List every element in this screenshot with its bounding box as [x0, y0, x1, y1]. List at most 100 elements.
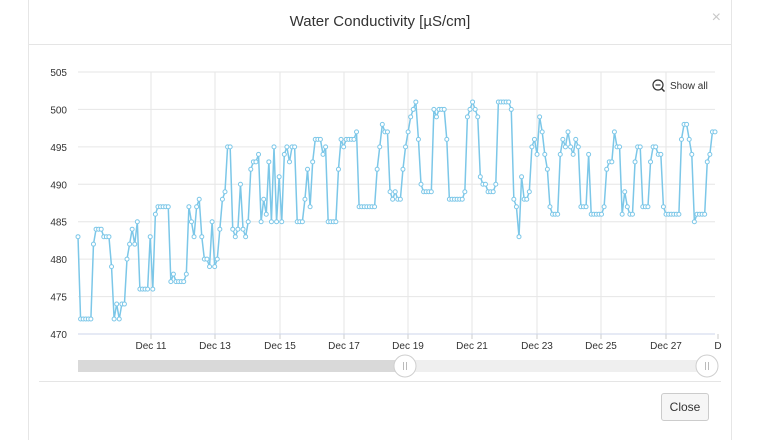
handle-knob: [695, 354, 719, 378]
data-point: [516, 234, 522, 240]
data-point: [207, 264, 213, 270]
data-point: [75, 234, 81, 240]
data-point: [562, 144, 568, 150]
data-point: [586, 151, 592, 157]
data-point: [433, 114, 439, 120]
data-point: [338, 136, 344, 142]
data-point: [284, 144, 290, 150]
data-point: [109, 264, 115, 270]
data-point: [258, 219, 264, 225]
data-point: [186, 204, 192, 210]
data-point: [310, 159, 316, 165]
data-point: [568, 144, 574, 150]
data-point: [470, 99, 476, 105]
data-point: [106, 234, 112, 240]
data-point: [268, 219, 274, 225]
data-point: [237, 181, 243, 187]
data-point: [624, 204, 630, 210]
x-tick-label: Dec 17: [328, 341, 360, 352]
data-point: [240, 226, 246, 232]
data-point: [660, 204, 666, 210]
data-point: [431, 106, 437, 112]
data-point: [183, 271, 189, 277]
show-all-button[interactable]: Show all: [652, 79, 708, 92]
data-point: [392, 189, 398, 195]
data-point: [611, 129, 617, 135]
close-button[interactable]: Close: [661, 393, 709, 421]
data-point: [493, 181, 499, 187]
data-point: [537, 114, 543, 120]
data-point: [212, 264, 218, 270]
handle-knob: [393, 354, 417, 378]
data-point: [544, 166, 550, 172]
data-point: [464, 114, 470, 120]
data-point: [575, 144, 581, 150]
data-point: [583, 204, 589, 210]
data-point: [199, 234, 205, 240]
x-tick-label: Dec 19: [392, 341, 424, 352]
y-tick-label: 470: [50, 330, 67, 341]
data-point: [405, 129, 411, 135]
data-point: [384, 129, 390, 135]
data-point: [408, 114, 414, 120]
data-point: [354, 129, 360, 135]
y-tick-label: 475: [50, 293, 67, 304]
data-point: [555, 211, 561, 217]
navigator-unselected-range: [78, 360, 405, 372]
data-point: [482, 181, 488, 187]
data-point: [684, 121, 690, 127]
data-point: [570, 151, 576, 157]
data-point: [691, 219, 697, 225]
data-point: [222, 189, 228, 195]
data-point: [397, 196, 403, 202]
data-point: [462, 189, 468, 195]
data-point: [565, 129, 571, 135]
data-point: [145, 286, 151, 292]
data-point: [168, 279, 174, 285]
data-point: [524, 196, 530, 202]
data-point: [441, 106, 447, 112]
navigator-right-handle[interactable]: [695, 354, 719, 378]
x-tick-label: D: [714, 341, 721, 352]
data-point: [188, 219, 194, 225]
data-point: [490, 189, 496, 195]
data-point: [116, 316, 122, 322]
data-point: [560, 136, 566, 142]
data-point: [219, 196, 225, 202]
data-point: [531, 136, 537, 142]
data-point: [511, 196, 517, 202]
data-point: [196, 196, 202, 202]
data-point: [181, 279, 187, 285]
data-point: [658, 151, 664, 157]
data-point: [459, 196, 465, 202]
chart-modal: Water Conductivity [µS/cm] × 470 475 480 48…: [28, 0, 732, 440]
data-point: [274, 219, 280, 225]
navigator-left-handle[interactable]: [393, 354, 417, 378]
data-point: [379, 121, 385, 127]
data-point: [134, 219, 140, 225]
data-point: [320, 151, 326, 157]
data-point: [547, 204, 553, 210]
data-point: [191, 234, 197, 240]
x-tick-label: Dec 13: [199, 341, 231, 352]
data-point: [707, 151, 713, 157]
data-point: [534, 151, 540, 157]
data-point: [599, 211, 605, 217]
data-point: [121, 301, 127, 307]
modal-footer-divider: [39, 381, 721, 382]
data-point: [645, 204, 651, 210]
close-x-icon[interactable]: ×: [711, 9, 721, 26]
data-point: [477, 174, 483, 180]
data-point: [526, 189, 532, 195]
data-point: [542, 151, 548, 157]
data-point: [286, 159, 292, 165]
data-point: [403, 144, 409, 150]
data-point: [351, 136, 357, 142]
data-point: [619, 211, 625, 217]
data-point: [165, 204, 171, 210]
data-point: [686, 136, 692, 142]
data-point: [243, 234, 249, 240]
data-point: [232, 234, 238, 240]
data-point: [444, 136, 450, 142]
data-point: [557, 151, 563, 157]
